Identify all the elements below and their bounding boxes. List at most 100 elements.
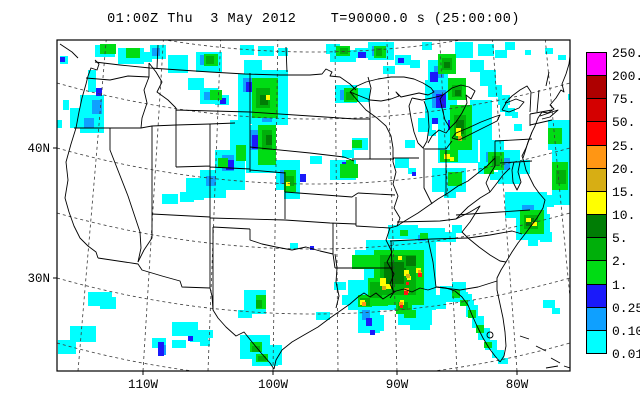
border-path <box>137 126 153 263</box>
precip-cell-cyan <box>172 340 186 348</box>
latlon-gridlines <box>57 40 570 371</box>
precip-cell-g2 <box>346 92 354 100</box>
precip-cell-cyan <box>500 104 508 112</box>
gridline-meridian <box>142 40 164 371</box>
precip-cell-red <box>400 305 403 308</box>
precip-cell-cyan <box>70 326 96 342</box>
precip-cell-cyan <box>205 330 213 338</box>
axis-labels: 40N 30N 110W 100W 90W 80W <box>27 142 528 392</box>
lat-axis-label: 30N <box>27 272 50 286</box>
precip-cell-dodger <box>92 100 102 114</box>
precip-cell-g2 <box>556 170 566 184</box>
precip-cell-cyan <box>543 300 555 308</box>
gridline-meridian <box>544 40 570 303</box>
precip-cell-g3 <box>398 268 406 276</box>
precip-cell-cyan <box>408 168 416 174</box>
precip-cell-blue <box>300 174 306 182</box>
border-path <box>511 161 522 191</box>
precip-cell-blue <box>252 135 260 149</box>
precip-cell-cyan <box>342 150 354 158</box>
precip-cell-blue <box>432 118 438 124</box>
precip-cell-cyan <box>498 95 510 105</box>
border-path <box>489 160 533 193</box>
gridline-parallel <box>57 342 570 371</box>
border-path <box>529 71 553 115</box>
border-path <box>522 131 533 159</box>
border-path <box>389 237 469 242</box>
precip-cell-orange <box>404 288 409 293</box>
precip-cell-blue <box>226 160 234 170</box>
gridline-parallel <box>57 277 570 315</box>
border-path <box>349 76 435 102</box>
precip-cell-blue <box>158 342 164 356</box>
precip-cell-g1 <box>236 145 246 161</box>
precip-cell-cyan <box>370 315 384 331</box>
lon-axis-label: 80W <box>506 378 529 392</box>
precip-cell-g3 <box>456 120 464 134</box>
border-path <box>249 169 359 219</box>
precip-cell-cyan <box>480 70 496 86</box>
precip-cell-g2 <box>376 48 382 56</box>
precip-cell-cyan <box>278 48 288 56</box>
precip-cell-cyan <box>470 60 484 72</box>
precip-cell-cyan <box>545 48 553 54</box>
border-path <box>85 75 150 81</box>
border-path <box>334 253 340 309</box>
geography-borders <box>59 43 570 370</box>
border-path <box>59 43 79 59</box>
border-path <box>396 157 496 227</box>
precip-cell-orange <box>362 302 366 306</box>
precip-cell-g2 <box>256 300 262 308</box>
precip-cell-gold <box>406 274 410 278</box>
gridline-meridian <box>272 40 279 371</box>
precip-cell-cyan <box>238 310 252 318</box>
precip-cell-cyan <box>540 232 552 242</box>
precip-cell-blue <box>358 52 366 58</box>
gridline-parallel <box>163 40 464 53</box>
precipitation-cells <box>57 42 570 366</box>
precip-cell-cyan <box>410 60 420 68</box>
precip-cell-g1 <box>460 300 468 306</box>
border-path <box>467 237 507 263</box>
precip-cell-blue <box>310 246 314 250</box>
precip-cell-dodger <box>84 118 94 128</box>
border-path <box>74 122 236 129</box>
gridline-meridian <box>207 40 221 371</box>
precip-cell-blue <box>366 318 372 326</box>
gridline-meridian <box>492 40 518 371</box>
precip-cell-g1 <box>400 230 408 236</box>
border-path <box>64 59 100 259</box>
precip-cell-g1 <box>352 140 362 148</box>
precip-cell-cyan <box>230 120 250 150</box>
precip-cell-cyan <box>140 52 152 62</box>
precip-cell-cyan <box>478 44 494 56</box>
precip-cell-cyan <box>58 340 76 354</box>
border-path <box>94 61 357 91</box>
precip-cell-cyan <box>63 100 69 110</box>
precip-cell-cyan <box>162 194 178 204</box>
border-path <box>352 158 396 196</box>
border-path <box>408 97 430 149</box>
border-path <box>175 108 251 167</box>
precip-cell-cyan <box>316 312 330 320</box>
border-path <box>156 44 288 73</box>
precip-cell-g2 <box>370 282 382 298</box>
precip-cell-g3 <box>455 90 461 96</box>
precip-cell-cyan <box>188 78 204 90</box>
border-path <box>455 205 481 239</box>
precip-cell-g1 <box>126 48 140 58</box>
precip-cell-cyan <box>528 238 538 246</box>
gridline-parallel <box>57 147 570 185</box>
precip-cell-blue <box>370 330 375 335</box>
border-path <box>140 63 150 129</box>
precip-cell-g1 <box>484 166 494 174</box>
precip-cell-cyan <box>505 42 515 50</box>
precip-cell-g1 <box>340 164 358 178</box>
precip-cell-blue <box>412 172 416 176</box>
precip-cell-cyan <box>455 42 473 58</box>
precip-cell-cyan <box>452 225 462 233</box>
precip-cell-g1 <box>210 90 222 100</box>
precip-cell-cyan <box>440 232 456 242</box>
lon-axis-label: 110W <box>128 378 159 392</box>
